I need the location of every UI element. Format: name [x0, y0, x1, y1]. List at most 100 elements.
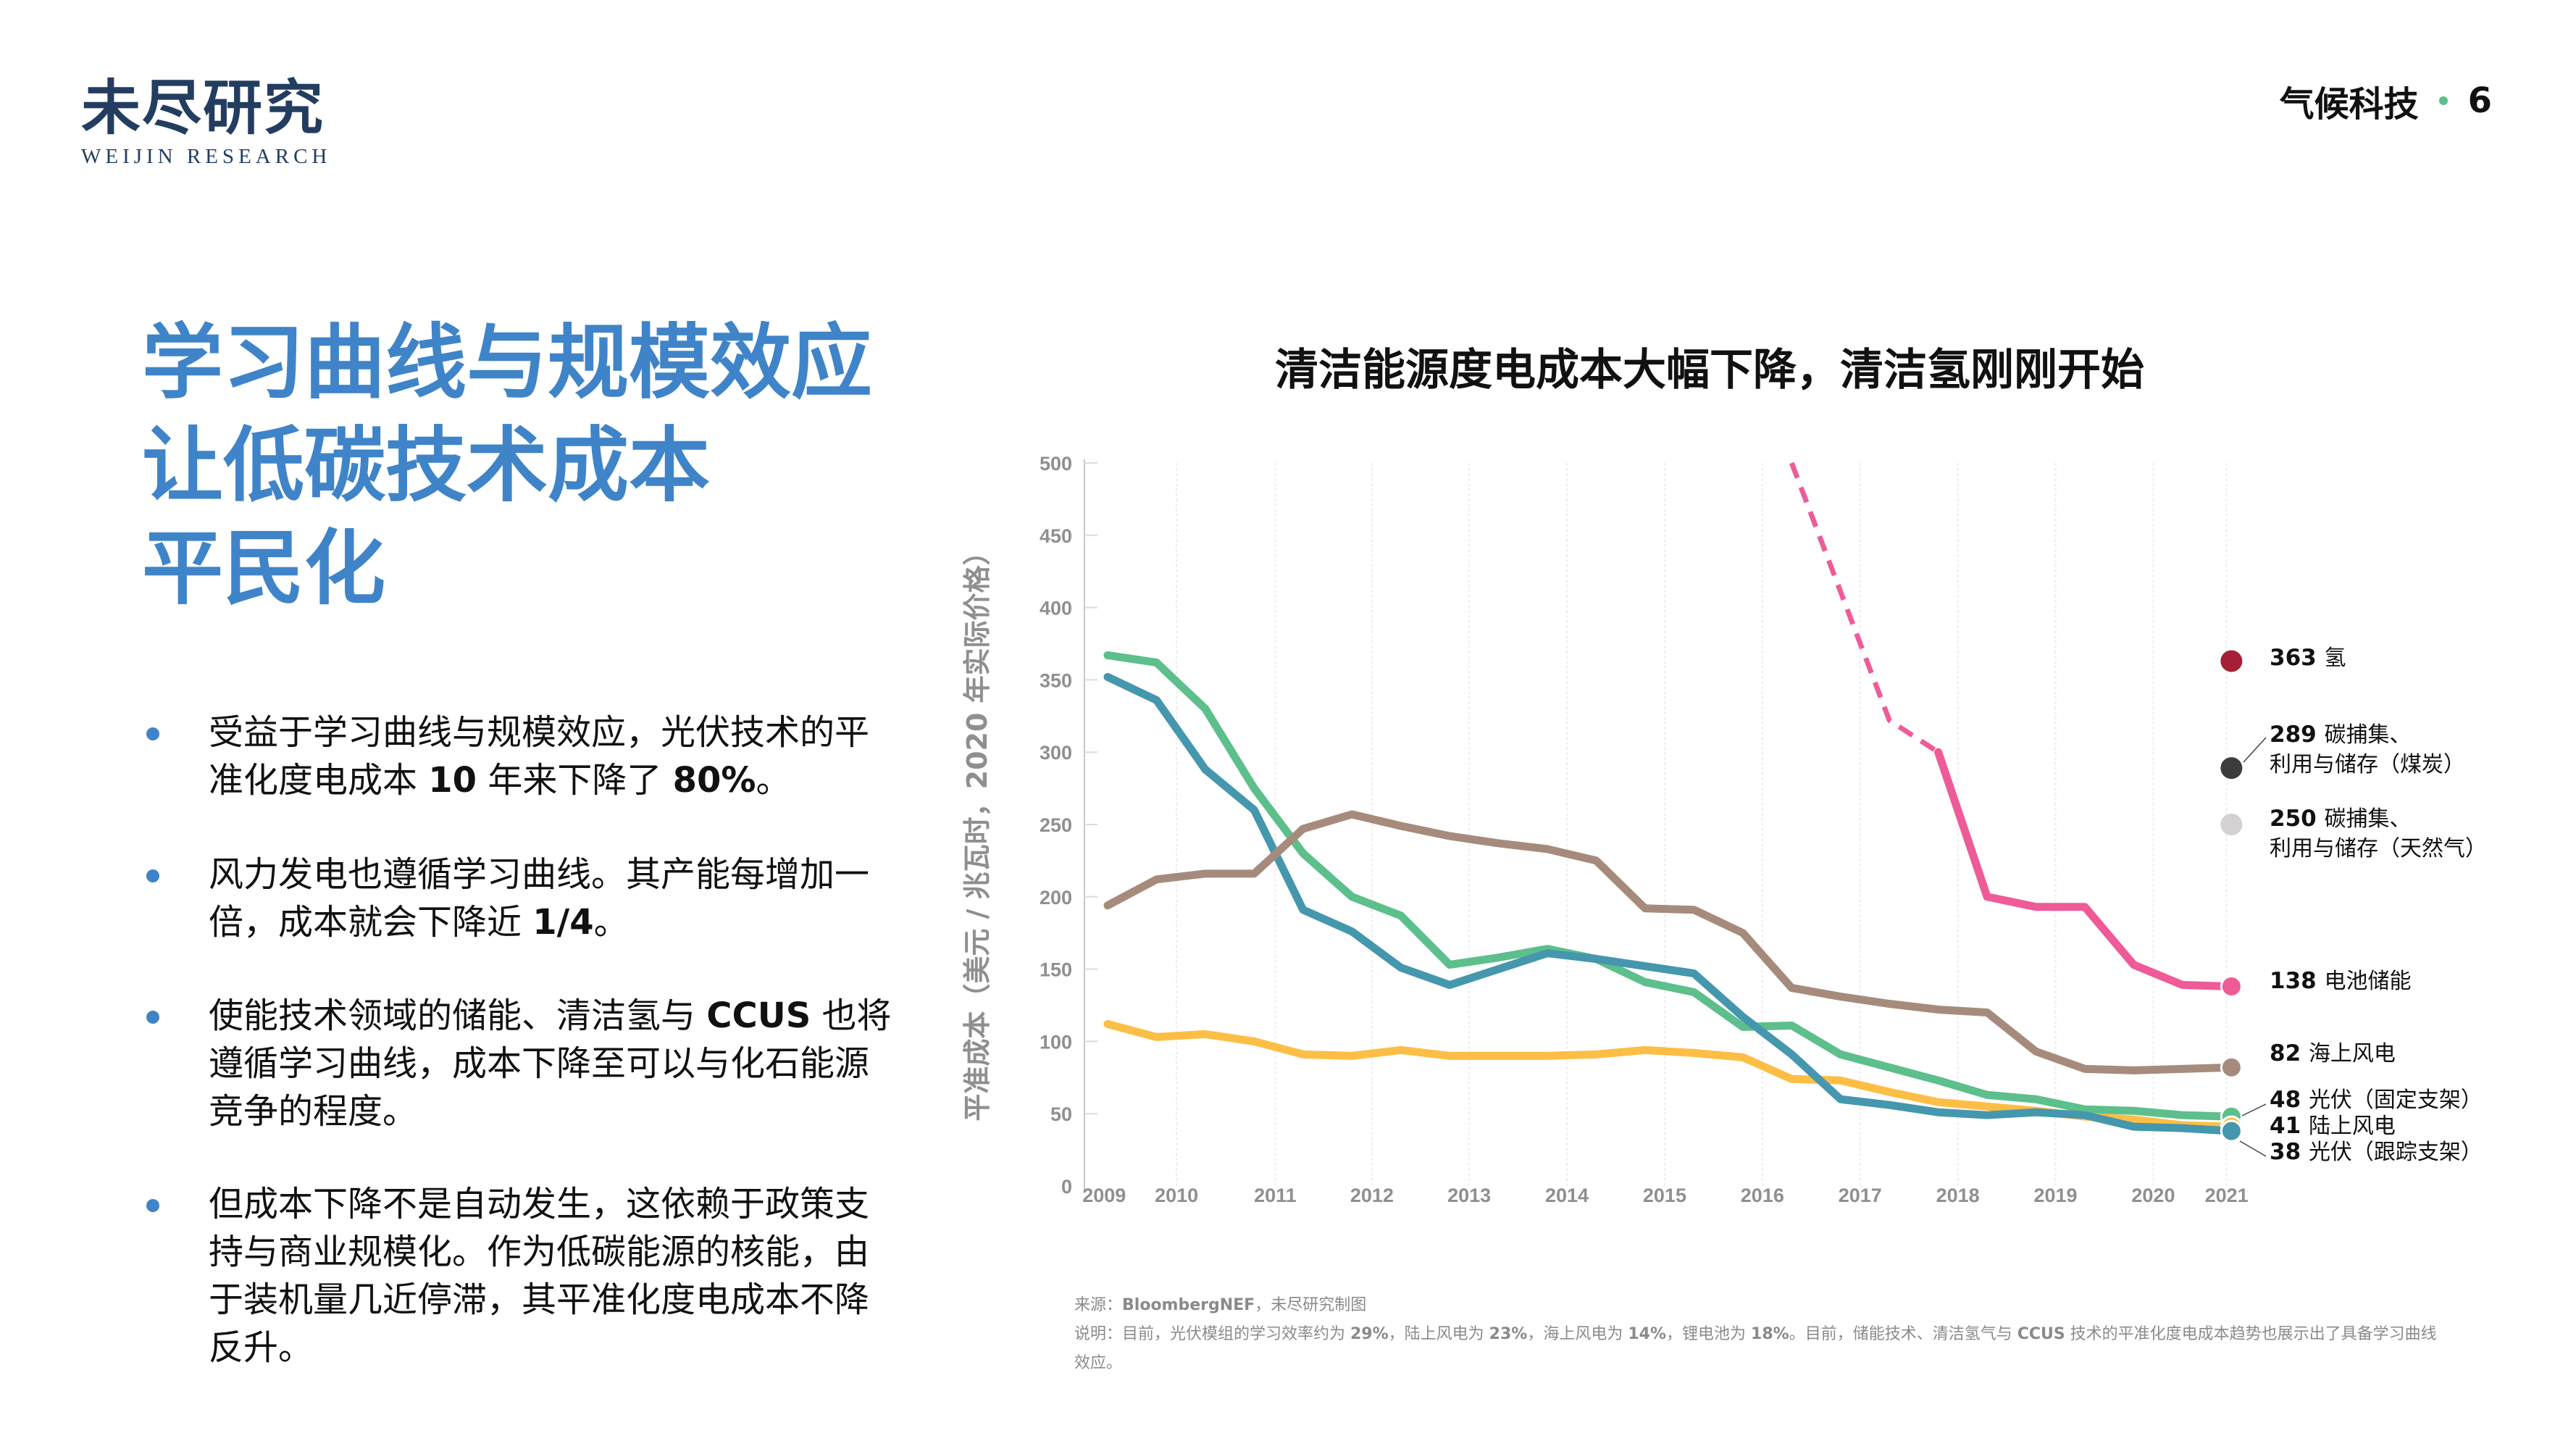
- x-tick-label: 2015: [1643, 1185, 1686, 1206]
- label-value: 363: [2270, 645, 2325, 671]
- label-value: 41: [2270, 1113, 2309, 1139]
- y-tick-label: 100: [1040, 1031, 1072, 1053]
- bold-text: 14%: [1628, 1325, 1667, 1343]
- x-tick-label: 2013: [1447, 1185, 1491, 1206]
- y-tick-label: 250: [1040, 814, 1072, 836]
- x-tick-label: 2017: [1839, 1185, 1882, 1206]
- series-line: [1934, 748, 2236, 991]
- text: 。目前，储能技术、清洁氢气与: [1789, 1325, 2017, 1343]
- x-tick-label: 2016: [1741, 1185, 1784, 1206]
- leader-line: [2239, 1140, 2267, 1157]
- text: 技术的平准化度电成本趋势也展示出了具备学习曲线效应。: [1074, 1325, 2437, 1372]
- chart-title: 清洁能源度电成本大幅下降，清洁氢刚刚开始: [1275, 345, 2144, 396]
- label-text: 38 光伏（跟踪支架）: [2270, 1139, 2483, 1165]
- chart-notes: 来源：BloombergNEF，未尽研究制图 说明：目前，光伏模组的学习效率约为…: [1074, 1291, 2451, 1378]
- bold-text: 29%: [1350, 1325, 1389, 1343]
- title-line: 学习曲线与规模效应: [142, 316, 872, 410]
- text: 使能技术领域的储能、清洁氢与: [209, 995, 707, 1036]
- title-line: 平民化: [142, 522, 385, 616]
- point-dot: [2220, 650, 2243, 672]
- series-label: 48 光伏（固定支架）: [2270, 1087, 2483, 1113]
- bullet-dot-icon: [146, 1199, 159, 1212]
- label-name: 碳捕集、: [2325, 806, 2412, 832]
- series-label: 41 陆上风电: [2270, 1113, 2396, 1139]
- label-name: 海上风电: [2309, 1041, 2396, 1066]
- bullet-item: 受益于学习曲线与规模效应，光伏技术的平准化度电成本 10 年来下降了 80%。: [142, 709, 895, 804]
- series-end-dot: [2220, 1119, 2243, 1143]
- label-name: 光伏（跟踪支架）: [2309, 1140, 2483, 1165]
- section-header: 气候科技 6: [2280, 75, 2492, 126]
- text: 也将遵循学习曲线，成本下降至可以与化石能源竞争的程度。: [209, 995, 892, 1132]
- label-text: 利用与储存（煤炭）: [2270, 752, 2465, 777]
- series-label: 250 碳捕集、利用与储存（天然气）: [2270, 806, 2487, 861]
- y-axis-title: 平准成本（美元 / 兆瓦时，2020 年实际价格）: [961, 538, 993, 1121]
- separator-dot: [2438, 96, 2448, 105]
- x-tick-label: 2009: [1082, 1185, 1126, 1206]
- bold-text: CCUS: [2017, 1325, 2065, 1343]
- x-tick-label: 2011: [1254, 1185, 1297, 1206]
- series-label: 82 海上风电: [2270, 1040, 2396, 1066]
- y-tick-label: 200: [1040, 887, 1072, 909]
- x-tick-label: 2014: [1545, 1185, 1589, 1206]
- text: 。: [593, 902, 629, 943]
- label-text: 48 光伏（固定支架）: [2270, 1087, 2483, 1113]
- source-name: BloombergNEF: [1122, 1296, 1255, 1314]
- label-name: 氢: [2325, 646, 2346, 671]
- series-line: [1103, 651, 2236, 1121]
- bullet-item: 使能技术领域的储能、清洁氢与 CCUS 也将遵循学习曲线，成本下降至可以与化石能…: [142, 992, 895, 1135]
- y-tick-label: 300: [1040, 742, 1072, 764]
- y-tick-label: 150: [1040, 959, 1072, 981]
- series-label: 38 光伏（跟踪支架）: [2270, 1139, 2483, 1165]
- label-text: 289 碳捕集、: [2270, 722, 2412, 748]
- x-tick-label: 2021: [2205, 1185, 2249, 1206]
- bold-text: CCUS: [706, 995, 811, 1036]
- bold-text: 10: [428, 760, 477, 801]
- y-tick-label: 500: [1040, 453, 1072, 475]
- x-tick-label: 2018: [1936, 1185, 1980, 1206]
- logo-english: WEIJIN RESEARCH: [81, 145, 332, 168]
- text: ，锂电池为: [1666, 1325, 1752, 1343]
- series-end-dot: [2220, 975, 2243, 998]
- page-number: 6: [2467, 80, 2492, 121]
- label-text: 250 碳捕集、: [2270, 806, 2412, 832]
- bullet-dot-icon: [146, 869, 159, 882]
- x-tick-label: 2019: [2033, 1185, 2077, 1206]
- bold-text: 1/4: [532, 902, 594, 943]
- source-rest: ，未尽研究制图: [1255, 1296, 1367, 1314]
- label-value: 250: [2270, 806, 2325, 832]
- x-tick-label: 2012: [1350, 1185, 1394, 1206]
- y-tick-label: 50: [1050, 1103, 1072, 1125]
- label-text: 82 海上风电: [2270, 1040, 2396, 1066]
- text: 风力发电也遵循学习曲线。其产能每增加一倍，成本就会下降近: [209, 854, 870, 943]
- point-dot: [2220, 757, 2243, 780]
- point-dot: [2220, 814, 2243, 835]
- text: ，陆上风电为: [1388, 1325, 1489, 1343]
- series-end-dot: [2220, 1056, 2243, 1079]
- source-note: 来源：BloombergNEF，未尽研究制图: [1074, 1291, 2451, 1320]
- series-line-dashed: [1789, 462, 1940, 755]
- label-text: 41 陆上风电: [2270, 1113, 2396, 1139]
- text: ，海上风电为: [1527, 1325, 1628, 1343]
- bold-text: 80%: [672, 760, 756, 801]
- bold-text: 18%: [1751, 1325, 1789, 1343]
- bold-text: 23%: [1489, 1325, 1528, 1343]
- text: 年来下降了: [477, 760, 673, 801]
- text: 受益于学习曲线与规模效应，光伏技术的平准化度电成本: [209, 712, 870, 801]
- series-label: 138 电池储能: [2270, 968, 2412, 994]
- leader-line: [2241, 1103, 2267, 1116]
- bullet-item: 风力发电也遵循学习曲线。其产能每增加一倍，成本就会下降近 1/4。: [142, 851, 895, 946]
- logo-chinese: 未尽研究: [81, 73, 325, 143]
- series-line: [1103, 672, 2236, 1135]
- text: 但成本下降不是自动发生，这依赖于政策支持与商业规模化。作为低碳能源的核能，由于装…: [209, 1184, 870, 1368]
- title-line: 让低碳技术成本: [142, 419, 710, 513]
- label-text: 138 电池储能: [2270, 968, 2412, 994]
- label-name: 电池储能: [2325, 969, 2412, 994]
- label-value: 82: [2270, 1040, 2309, 1066]
- label-name: 陆上风电: [2309, 1114, 2396, 1139]
- series-label: 289 碳捕集、利用与储存（煤炭）: [2270, 722, 2465, 777]
- bullet-dot-icon: [146, 1011, 159, 1024]
- label-name: 利用与储存（煤炭）: [2270, 752, 2465, 777]
- label-name: 光伏（固定支架）: [2309, 1087, 2483, 1113]
- label-name: 利用与储存（天然气）: [2270, 836, 2487, 861]
